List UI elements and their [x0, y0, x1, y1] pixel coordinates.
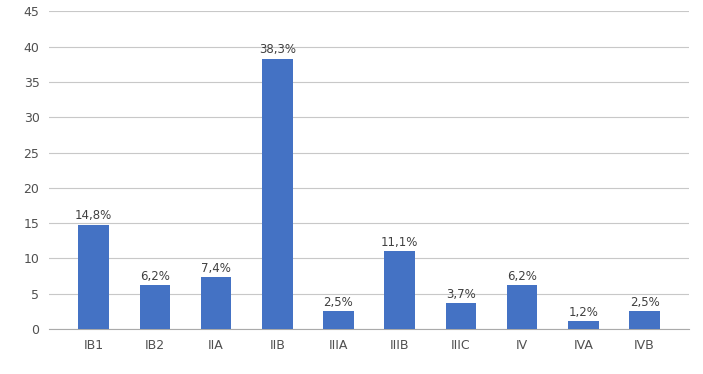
Bar: [262, 59, 292, 329]
Text: 11,1%: 11,1%: [381, 236, 418, 249]
Text: 1,2%: 1,2%: [569, 306, 598, 319]
Text: 2,5%: 2,5%: [323, 296, 354, 309]
Text: 38,3%: 38,3%: [259, 43, 296, 56]
Text: 14,8%: 14,8%: [75, 209, 112, 223]
Text: 2,5%: 2,5%: [630, 296, 659, 309]
Text: 6,2%: 6,2%: [140, 270, 169, 283]
Bar: [507, 285, 537, 329]
Bar: [629, 312, 660, 329]
Bar: [139, 285, 170, 329]
Bar: [323, 312, 354, 329]
Bar: [78, 224, 109, 329]
Bar: [385, 251, 415, 329]
Bar: [568, 321, 599, 329]
Text: 6,2%: 6,2%: [507, 270, 537, 283]
Bar: [201, 277, 231, 329]
Text: 3,7%: 3,7%: [446, 288, 476, 301]
Bar: [446, 303, 476, 329]
Text: 7,4%: 7,4%: [201, 262, 231, 275]
